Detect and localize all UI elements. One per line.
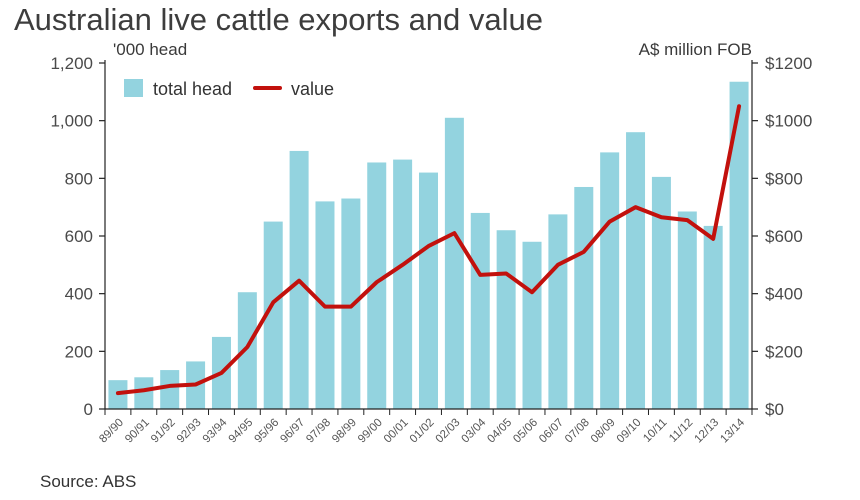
bar-98-99	[341, 198, 361, 409]
right-axis-label: A$ million FOB	[639, 40, 752, 59]
x-tick-label: 08/09	[589, 417, 618, 446]
x-tick-label: 99/00	[356, 417, 385, 446]
legend-label-total-head: total head	[153, 79, 232, 99]
legend-swatch-total-head	[124, 79, 143, 97]
x-tick-label: 90/91	[123, 417, 152, 446]
x-tick-label: 06/07	[537, 417, 566, 446]
bar-series	[108, 81, 749, 410]
legend-label-value: value	[291, 79, 334, 99]
value-line	[115, 104, 742, 396]
left-tick-label: 800	[65, 169, 93, 188]
left-tick-label: 0	[84, 400, 93, 419]
line-series	[115, 104, 742, 396]
bar-06-07	[548, 214, 568, 409]
bar-08-09	[600, 152, 620, 409]
right-tick-label: $0	[765, 400, 784, 419]
left-tick-label: 200	[65, 342, 93, 361]
chart-title: Australian live cattle exports and value	[14, 2, 544, 37]
left-tick-label: 600	[65, 227, 93, 246]
x-tick-label: 12/13	[692, 417, 721, 446]
right-tick-label: $200	[765, 342, 803, 361]
x-tick-label: 09/10	[615, 417, 644, 446]
left-axis-label: '000 head	[113, 40, 187, 59]
x-tick-label: 01/02	[408, 417, 437, 446]
x-tick-label: 92/93	[175, 417, 204, 446]
x-tick-label: 98/99	[330, 417, 359, 446]
x-tick-label: 89/90	[97, 417, 126, 446]
right-tick-label: $400	[765, 285, 803, 304]
x-tick-label: 91/92	[149, 417, 178, 446]
bar-91-92	[160, 370, 180, 409]
right-tick-label: $600	[765, 227, 803, 246]
legend: total head value	[124, 79, 334, 99]
x-tick-label: 13/14	[718, 416, 747, 445]
bar-94-95	[237, 292, 257, 409]
bar-10-11	[651, 176, 671, 409]
bar-09-10	[626, 132, 646, 409]
bar-90-91	[134, 377, 154, 409]
bar-00-01	[393, 159, 413, 409]
bar-05-06	[522, 241, 542, 409]
x-tick-label: 04/05	[485, 417, 514, 446]
x-tick-label: 07/08	[563, 417, 592, 446]
right-tick-label: $800	[765, 169, 803, 188]
x-tick-label: 95/96	[253, 417, 282, 446]
left-tick-label: 1,000	[50, 112, 93, 131]
bar-02-03	[444, 117, 464, 410]
bar-13-14	[729, 81, 749, 409]
x-tick-label: 10/11	[641, 417, 669, 445]
left-tick-label: 400	[65, 285, 93, 304]
right-axis-ticks: $0 $200 $400 $600 $800 $1000 $1200	[752, 54, 812, 419]
bar-99-00	[367, 162, 387, 409]
x-tick-label: 03/04	[460, 416, 489, 445]
left-tick-label: 1,200	[50, 54, 93, 73]
bar-11-12	[677, 211, 697, 409]
bar-03-04	[470, 212, 490, 409]
x-tick-label: 00/01	[382, 417, 411, 446]
source-note: Source: ABS	[40, 472, 137, 491]
left-axis-ticks: 0 200 400 600 800 1,000 1,200	[50, 54, 105, 419]
bar-95-96	[263, 221, 283, 409]
x-tick-label: 11/12	[667, 417, 695, 445]
x-tick-label: 97/98	[304, 417, 333, 446]
x-tick-label: 93/94	[201, 416, 230, 445]
right-tick-label: $1000	[765, 112, 812, 131]
right-tick-label: $1200	[765, 54, 812, 73]
x-tick-label: 05/06	[511, 417, 540, 446]
bar-01-02	[419, 172, 438, 409]
x-tick-label: 94/95	[227, 417, 256, 446]
x-tick-label: 02/03	[434, 417, 463, 446]
x-axis-ticks: 89/9090/9191/9292/9393/9494/9595/9696/97…	[97, 409, 753, 446]
bar-04-05	[496, 230, 516, 409]
x-tick-label: 96/97	[278, 417, 307, 446]
bar-12-13	[703, 225, 723, 409]
bar-07-08	[574, 186, 594, 409]
